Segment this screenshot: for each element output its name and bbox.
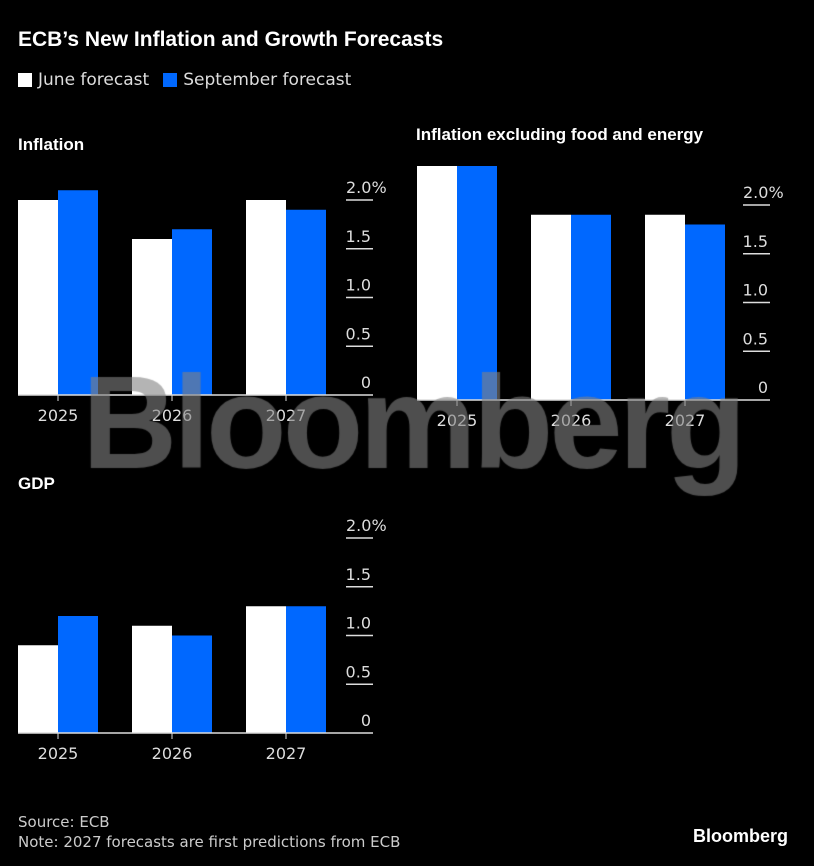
bar-2025-september [58,616,98,733]
y-tick-label: 1.5 [346,565,371,584]
y-tick-label: 0 [758,378,768,397]
y-tick-label: 2.0% [346,178,387,197]
y-tick-label: 0 [361,711,371,730]
bar-2025-september [457,166,497,400]
y-tick-label: 1.0 [346,614,371,633]
bar-2025-june [18,200,58,395]
bar-2025-september [58,190,98,395]
x-tick-label: 2027 [665,411,706,430]
footer: Source: ECB Note: 2027 forecasts are fir… [18,812,400,852]
x-tick-label: 2025 [38,744,79,763]
y-tick-label: 0.5 [346,324,371,343]
bar-2026-june [132,239,172,395]
bar-2026-june [132,625,172,733]
x-tick-label: 2026 [152,406,193,425]
y-tick-label: 2.0% [346,516,387,535]
bar-2026-june [531,214,571,400]
x-tick-label: 2025 [437,411,478,430]
source-note: Source: ECB [18,813,110,831]
bar-2027-june [246,606,286,733]
bar-2026-september [172,635,212,733]
bar-2025-june [417,166,457,400]
bar-2027-september [286,606,326,733]
y-tick-label: 0.5 [743,329,768,348]
bar-2027-june [645,214,685,400]
y-tick-label: 1.5 [346,227,371,246]
x-tick-label: 2025 [38,406,79,425]
bar-2027-june [246,200,286,395]
bar-2026-september [571,214,611,400]
y-tick-label: 1.0 [346,276,371,295]
y-tick-label: 0.5 [346,662,371,681]
bar-2027-september [685,224,725,400]
bar-2027-september [286,209,326,395]
x-tick-label: 2027 [266,744,307,763]
y-tick-label: 0 [361,373,371,392]
bloomberg-logo: Bloomberg [692,826,788,846]
y-tick-label: 2.0% [743,183,784,202]
bar-2025-june [18,645,58,733]
x-tick-label: 2027 [266,406,307,425]
y-tick-label: 1.0 [743,281,768,300]
x-tick-label: 2026 [152,744,193,763]
footnote: Note: 2027 forecasts are first predictio… [18,833,401,851]
bar-2026-september [172,229,212,395]
y-tick-label: 1.5 [743,232,768,251]
x-tick-label: 2026 [551,411,592,430]
